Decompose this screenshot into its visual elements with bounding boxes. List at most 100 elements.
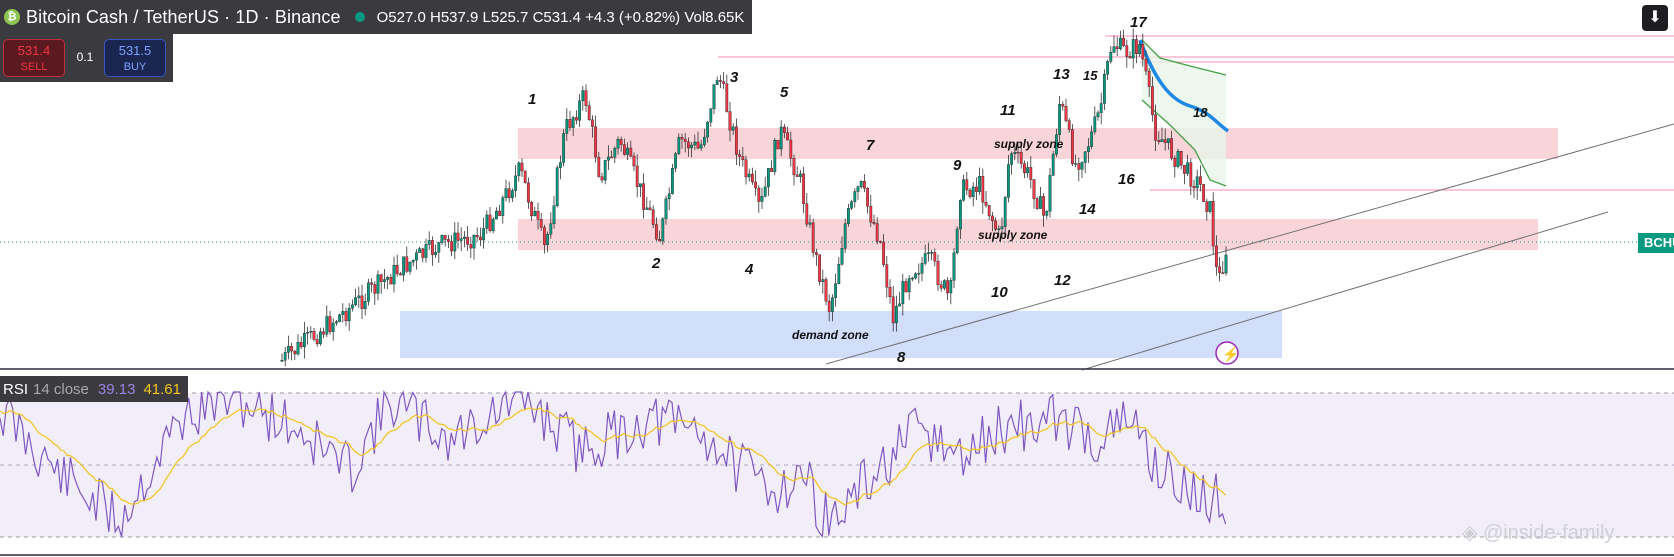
candle[interactable] — [1214, 245, 1218, 267]
candle[interactable] — [1150, 86, 1154, 115]
candle[interactable] — [408, 261, 412, 272]
candle[interactable] — [1147, 70, 1151, 87]
candle[interactable] — [965, 179, 969, 191]
candle[interactable] — [411, 259, 415, 263]
candle[interactable] — [799, 173, 802, 177]
candle[interactable] — [1042, 196, 1046, 216]
candle[interactable] — [511, 190, 514, 199]
candle[interactable] — [1051, 153, 1055, 176]
candle[interactable] — [1038, 196, 1042, 209]
download-icon[interactable]: ⬇ — [1642, 5, 1668, 31]
candle[interactable] — [488, 214, 492, 231]
candle[interactable] — [335, 321, 338, 324]
candle[interactable] — [693, 141, 697, 146]
candle[interactable] — [600, 176, 604, 181]
candle[interactable] — [466, 236, 469, 245]
candle[interactable] — [619, 139, 623, 145]
candle[interactable] — [421, 248, 425, 258]
candle[interactable] — [1077, 163, 1081, 170]
candle[interactable] — [1176, 151, 1180, 167]
candle[interactable] — [418, 248, 421, 253]
candle[interactable] — [1134, 39, 1138, 54]
candle[interactable] — [882, 241, 886, 265]
candle[interactable] — [885, 264, 889, 288]
candle[interactable] — [1211, 201, 1215, 247]
candle[interactable] — [389, 277, 393, 285]
candle[interactable] — [1010, 153, 1014, 165]
candle[interactable] — [1195, 176, 1199, 189]
candle[interactable] — [603, 160, 607, 181]
candle[interactable] — [613, 148, 617, 158]
candle[interactable] — [863, 180, 866, 189]
candle[interactable] — [927, 252, 930, 254]
candle[interactable] — [792, 158, 796, 176]
candle[interactable] — [667, 193, 671, 200]
candle[interactable] — [402, 256, 405, 276]
candle[interactable] — [1122, 37, 1126, 46]
candle[interactable] — [1198, 176, 1202, 185]
candle[interactable] — [514, 175, 518, 191]
candle[interactable] — [827, 300, 831, 312]
candle[interactable] — [978, 176, 982, 192]
candle[interactable] — [683, 138, 687, 142]
candle[interactable] — [939, 284, 943, 289]
candle[interactable] — [354, 297, 357, 306]
candle[interactable] — [450, 241, 453, 252]
candle[interactable] — [1045, 211, 1049, 216]
candle[interactable] — [453, 232, 457, 252]
candle[interactable] — [504, 188, 508, 198]
candle[interactable] — [533, 211, 537, 217]
candle[interactable] — [1182, 164, 1186, 174]
candle[interactable] — [946, 280, 950, 294]
rsi-line[interactable] — [0, 389, 1227, 538]
candle[interactable] — [706, 121, 710, 138]
trendline-lower[interactable] — [1081, 211, 1609, 371]
candle[interactable] — [722, 81, 726, 84]
candle[interactable] — [527, 182, 530, 203]
candle[interactable] — [1054, 134, 1058, 155]
candle[interactable] — [933, 252, 937, 262]
candle[interactable] — [293, 350, 297, 355]
candle[interactable] — [642, 183, 646, 210]
candle[interactable] — [811, 222, 815, 253]
candle[interactable] — [296, 342, 300, 355]
candle[interactable] — [507, 188, 511, 199]
candle[interactable] — [370, 282, 373, 285]
candle[interactable] — [831, 297, 834, 312]
candle[interactable] — [837, 264, 841, 284]
candle[interactable] — [645, 207, 649, 210]
candle[interactable] — [1179, 151, 1183, 166]
candle[interactable] — [888, 286, 892, 298]
candle[interactable] — [1083, 151, 1087, 163]
candle[interactable] — [843, 223, 847, 249]
candle[interactable] — [331, 322, 335, 332]
candle[interactable] — [629, 147, 633, 157]
candle[interactable] — [351, 304, 354, 309]
candle[interactable] — [699, 144, 703, 149]
candle[interactable] — [648, 207, 652, 211]
candle[interactable] — [536, 211, 540, 220]
candle[interactable] — [405, 256, 409, 272]
candle[interactable] — [575, 117, 578, 121]
candle[interactable] — [719, 80, 722, 82]
candle[interactable] — [818, 254, 822, 282]
candle[interactable] — [594, 126, 598, 158]
candle[interactable] — [379, 274, 383, 282]
candle[interactable] — [1003, 197, 1007, 227]
candle[interactable] — [808, 222, 812, 225]
candle[interactable] — [891, 296, 895, 324]
candle[interactable] — [303, 332, 306, 348]
candle[interactable] — [744, 159, 748, 178]
candle[interactable] — [1023, 163, 1026, 174]
candle[interactable] — [879, 241, 882, 243]
candle[interactable] — [997, 228, 1001, 230]
candle[interactable] — [357, 295, 361, 298]
candle[interactable] — [306, 332, 309, 334]
candle[interactable] — [552, 205, 556, 224]
candle[interactable] — [1170, 138, 1174, 159]
candle[interactable] — [815, 252, 818, 255]
candle[interactable] — [415, 252, 418, 261]
candle[interactable] — [991, 215, 994, 222]
candle[interactable] — [962, 179, 966, 201]
candle[interactable] — [280, 360, 284, 362]
